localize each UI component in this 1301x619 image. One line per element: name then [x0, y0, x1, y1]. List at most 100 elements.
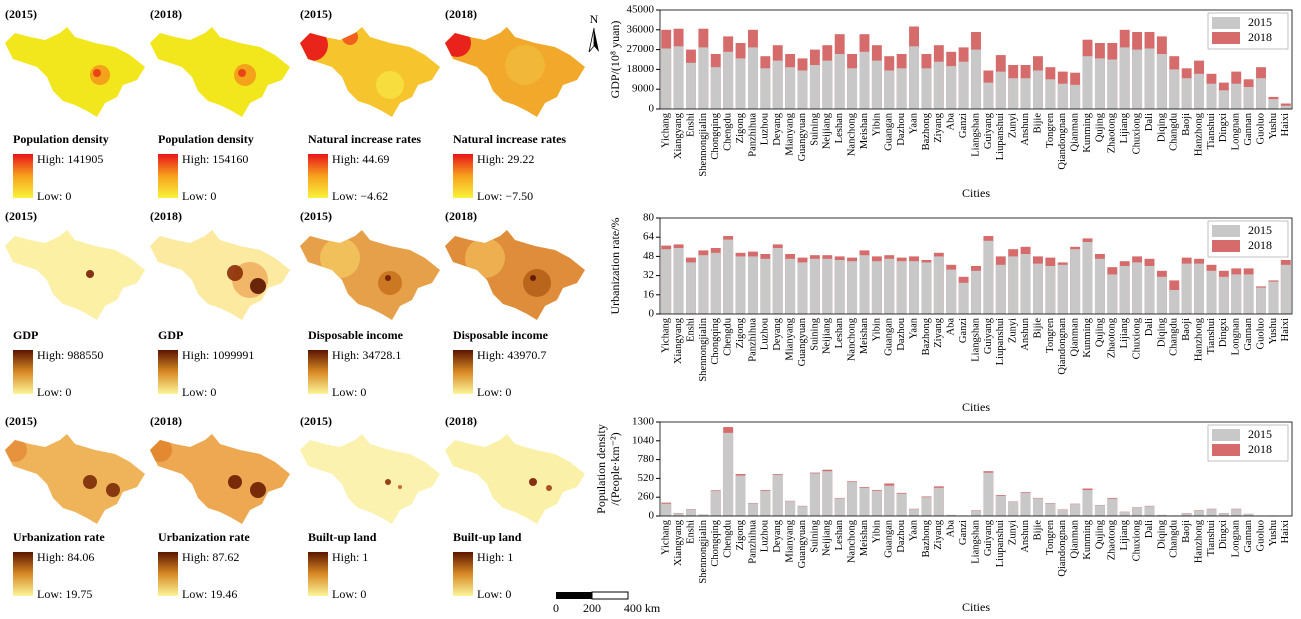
x-tick-label: Bijie	[1032, 318, 1043, 339]
bar	[1182, 513, 1192, 516]
map-year: (2015)	[5, 7, 37, 21]
x-axis-label: Cities	[962, 400, 990, 414]
hotspot	[385, 275, 391, 281]
x-tick-label: Enshi	[685, 520, 696, 544]
y-tick-label: 16	[643, 288, 655, 300]
color-ramp	[453, 154, 473, 198]
map	[296, 27, 440, 117]
x-tick-label: Deyang	[772, 519, 783, 552]
map-year: (2018)	[445, 7, 477, 21]
bar	[723, 52, 733, 109]
color-ramp	[158, 552, 178, 596]
bar	[1033, 71, 1043, 110]
x-tick-label: Suining	[809, 519, 820, 552]
hotspot	[320, 238, 360, 278]
bar	[860, 488, 870, 516]
bar	[1033, 264, 1043, 314]
x-tick-label: Qiandongnan	[1057, 519, 1068, 576]
bar	[1268, 99, 1278, 109]
x-tick-label: Meishan	[859, 317, 870, 354]
bar	[1219, 513, 1229, 516]
x-tick-label: Chongqing	[710, 112, 721, 159]
x-tick-label: Guiyang	[983, 519, 994, 556]
bar	[1058, 265, 1068, 314]
x-tick-label: Dazhou	[896, 519, 907, 552]
bar	[674, 46, 684, 109]
x-tick-label: Yaan	[908, 519, 919, 541]
bar	[909, 46, 919, 109]
bar	[860, 255, 870, 314]
bar	[1256, 78, 1266, 109]
bar	[760, 68, 770, 109]
color-ramp	[453, 350, 473, 394]
bar	[1206, 84, 1216, 109]
x-tick-label: Shennongjialin	[698, 112, 709, 176]
bar	[959, 62, 969, 109]
north-label: N	[590, 12, 599, 26]
map	[445, 434, 585, 524]
hotspot	[79, 518, 87, 526]
bar	[711, 67, 721, 109]
x-tick-label: Guiyang	[983, 112, 994, 149]
x-tick-label: Bazhong	[921, 112, 932, 150]
x-tick-label: Ziyang	[933, 112, 944, 142]
map-year: (2015)	[5, 414, 37, 428]
map-year: (2015)	[5, 209, 37, 223]
scale-label: 400 km	[624, 601, 661, 615]
x-tick-label: Mianyang	[785, 317, 796, 360]
bar	[1206, 271, 1216, 314]
x-tick-label: Aba	[946, 113, 957, 131]
bar	[798, 71, 808, 110]
x-tick-label: Yichang	[661, 519, 672, 555]
bar	[760, 259, 770, 314]
x-tick-label: Baoji	[1181, 318, 1192, 341]
x-tick-label: Liangshan	[970, 317, 981, 361]
legend-low: Low: 0	[37, 385, 71, 399]
legend-low: Low: 19.75	[37, 587, 92, 601]
hotspot	[376, 71, 404, 99]
x-tick-label: Gannan	[1243, 112, 1254, 145]
x-tick-label: Tianshui	[1206, 113, 1217, 149]
x-tick-label: Yibin	[871, 317, 882, 341]
legend-low: Low: 0	[37, 189, 71, 203]
legend-high: High: 84.06	[37, 550, 94, 564]
bar	[748, 47, 758, 109]
bar	[835, 260, 845, 314]
x-tick-label: Luzhou	[760, 317, 771, 350]
hotspot	[86, 270, 94, 278]
map-title: Population density	[13, 132, 109, 146]
x-tick-label: Xiangyang	[673, 112, 684, 159]
x-tick-label: Bijie	[1032, 520, 1043, 541]
x-tick-label: Diqing	[1156, 317, 1167, 347]
x-tick-label: Longnan	[1231, 112, 1242, 150]
x-tick-label: Liangshan	[970, 519, 981, 563]
legend-high: High: 1	[332, 550, 368, 564]
y-tick-label: 780	[638, 453, 655, 465]
legend-label: 2018	[1248, 30, 1272, 44]
map-year: (2018)	[150, 414, 182, 428]
bar	[1070, 249, 1080, 314]
color-ramp	[308, 552, 328, 596]
hotspot	[530, 275, 536, 281]
map-year: (2018)	[150, 209, 182, 223]
x-tick-label: Meishan	[859, 112, 870, 149]
x-tick-label: Nanchong	[846, 519, 857, 563]
bar	[1008, 256, 1018, 314]
y-tick-label: 0	[649, 510, 655, 522]
x-axis-label: Cities	[962, 600, 990, 614]
x-tick-label: Zhaotong	[1107, 317, 1118, 358]
hotspot	[228, 475, 242, 489]
x-tick-label: Zunyi	[1008, 520, 1019, 545]
bar	[736, 58, 746, 109]
bar	[711, 253, 721, 314]
bar	[1231, 509, 1241, 516]
x-tick-label: Hanzhong	[1193, 317, 1204, 361]
hotspot	[225, 315, 231, 321]
bar	[983, 473, 993, 516]
bar	[822, 471, 832, 516]
legend-high: High: 34728.1	[332, 348, 401, 362]
bar	[1256, 288, 1266, 314]
bar	[847, 68, 857, 109]
bar	[1095, 58, 1105, 109]
